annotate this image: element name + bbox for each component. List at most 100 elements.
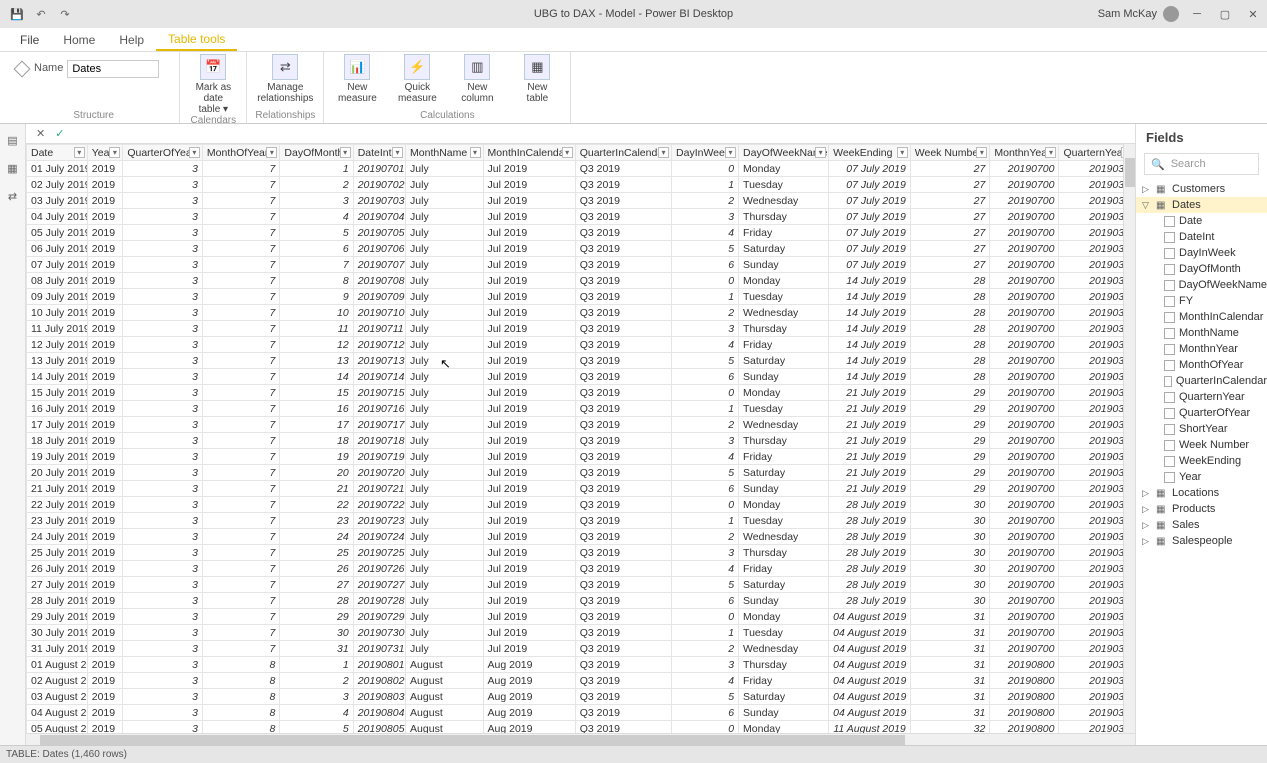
- cell[interactable]: 7: [202, 353, 279, 369]
- cell[interactable]: 28 July 2019: [829, 513, 911, 529]
- cell[interactable]: 16 July 2019: [27, 401, 88, 417]
- cell[interactable]: 2019: [87, 609, 123, 625]
- table-row[interactable]: 15 July 20192019371520190715JulyJul 2019…: [27, 385, 1135, 401]
- cell[interactable]: 17 July 2019: [27, 417, 88, 433]
- cell[interactable]: Wednesday: [739, 193, 829, 209]
- cell[interactable]: 20190804: [353, 705, 405, 721]
- cell[interactable]: August: [406, 689, 483, 705]
- filter-dropdown-icon[interactable]: ▾: [340, 147, 351, 158]
- manage-relationships-button[interactable]: ⇄ Manage relationships: [260, 54, 310, 104]
- cell[interactable]: 20190700: [990, 625, 1059, 641]
- cell[interactable]: 14 July 2019: [829, 369, 911, 385]
- field-fy[interactable]: FY: [1136, 293, 1267, 309]
- field-checkbox[interactable]: [1164, 408, 1175, 419]
- cell[interactable]: Jul 2019: [483, 465, 575, 481]
- cell[interactable]: 28: [280, 593, 353, 609]
- cell[interactable]: 3: [123, 673, 203, 689]
- cell[interactable]: July: [406, 257, 483, 273]
- cell[interactable]: 7: [202, 241, 279, 257]
- field-monthnyear[interactable]: MonthnYear: [1136, 341, 1267, 357]
- cell[interactable]: 2: [672, 641, 739, 657]
- cell[interactable]: 2: [672, 417, 739, 433]
- cell[interactable]: 21 July 2019: [829, 465, 911, 481]
- cell[interactable]: 3: [672, 433, 739, 449]
- field-dayofmonth[interactable]: DayOfMonth: [1136, 261, 1267, 277]
- cell[interactable]: 3: [123, 433, 203, 449]
- cell[interactable]: 31: [910, 705, 990, 721]
- horizontal-scrollbar[interactable]: [26, 733, 1135, 745]
- cell[interactable]: Saturday: [739, 465, 829, 481]
- table-row[interactable]: 02 August 2019201938220190802AugustAug 2…: [27, 673, 1135, 689]
- table-row[interactable]: 10 July 20192019371020190710JulyJul 2019…: [27, 305, 1135, 321]
- cell[interactable]: 7: [202, 577, 279, 593]
- cell[interactable]: 2: [672, 193, 739, 209]
- cell[interactable]: 26: [280, 561, 353, 577]
- cell[interactable]: 3: [123, 193, 203, 209]
- cell[interactable]: July: [406, 545, 483, 561]
- col-header[interactable]: QuarterOfYear▾: [123, 145, 203, 161]
- cell[interactable]: 22 July 2019: [27, 497, 88, 513]
- cell[interactable]: Tuesday: [739, 289, 829, 305]
- fields-table-sales[interactable]: ▷▦Sales: [1136, 517, 1267, 533]
- field-checkbox[interactable]: [1164, 392, 1175, 403]
- cell[interactable]: 3: [123, 177, 203, 193]
- cell[interactable]: 27: [280, 577, 353, 593]
- tab-home[interactable]: Home: [51, 28, 107, 51]
- cell[interactable]: 07 July 2019: [829, 193, 911, 209]
- cell[interactable]: 4: [280, 209, 353, 225]
- cell[interactable]: 3: [672, 321, 739, 337]
- cell[interactable]: 20190705: [353, 225, 405, 241]
- cell[interactable]: Thursday: [739, 321, 829, 337]
- cell[interactable]: 27: [910, 161, 990, 177]
- cell[interactable]: 20190700: [990, 481, 1059, 497]
- mark-as-date-table-button[interactable]: 📅 Mark as date table ▾: [188, 54, 238, 115]
- cell[interactable]: July: [406, 289, 483, 305]
- cell[interactable]: Q3 2019: [575, 449, 671, 465]
- cell[interactable]: 30: [910, 593, 990, 609]
- cell[interactable]: 7: [202, 561, 279, 577]
- fields-table-salespeople[interactable]: ▷▦Salespeople: [1136, 533, 1267, 549]
- cell[interactable]: 28: [910, 321, 990, 337]
- cell[interactable]: 7: [202, 481, 279, 497]
- cell[interactable]: 3: [123, 657, 203, 673]
- cell[interactable]: 03 August 2019: [27, 689, 88, 705]
- cell[interactable]: 04 August 2019: [829, 689, 911, 705]
- cell[interactable]: 3: [123, 481, 203, 497]
- cell[interactable]: 8: [202, 657, 279, 673]
- cell[interactable]: Q3 2019: [575, 385, 671, 401]
- cell[interactable]: 30: [280, 625, 353, 641]
- cell[interactable]: Q3 2019: [575, 641, 671, 657]
- cell[interactable]: 26 July 2019: [27, 561, 88, 577]
- table-row[interactable]: 21 July 20192019372120190721JulyJul 2019…: [27, 481, 1135, 497]
- cell[interactable]: Jul 2019: [483, 193, 575, 209]
- cell[interactable]: Aug 2019: [483, 689, 575, 705]
- filter-dropdown-icon[interactable]: ▾: [266, 147, 277, 158]
- cell[interactable]: Jul 2019: [483, 241, 575, 257]
- field-checkbox[interactable]: [1164, 344, 1175, 355]
- cell[interactable]: 6: [672, 481, 739, 497]
- cell[interactable]: 20190713: [353, 353, 405, 369]
- cell[interactable]: July: [406, 433, 483, 449]
- cell[interactable]: Tuesday: [739, 513, 829, 529]
- cell[interactable]: 23 July 2019: [27, 513, 88, 529]
- cell[interactable]: 24: [280, 529, 353, 545]
- cell[interactable]: July: [406, 497, 483, 513]
- cell[interactable]: 30: [910, 561, 990, 577]
- table-row[interactable]: 25 July 20192019372520190725JulyJul 2019…: [27, 545, 1135, 561]
- cell[interactable]: 07 July 2019: [829, 209, 911, 225]
- cell[interactable]: Q3 2019: [575, 609, 671, 625]
- cell[interactable]: 10 July 2019: [27, 305, 88, 321]
- cell[interactable]: 1: [280, 657, 353, 673]
- cell[interactable]: Thursday: [739, 545, 829, 561]
- filter-dropdown-icon[interactable]: ▾: [562, 147, 573, 158]
- cell[interactable]: Q3 2019: [575, 625, 671, 641]
- table-row[interactable]: 04 July 2019201937420190704JulyJul 2019Q…: [27, 209, 1135, 225]
- cell[interactable]: Sunday: [739, 705, 829, 721]
- cell[interactable]: Jul 2019: [483, 225, 575, 241]
- cell[interactable]: 6: [672, 705, 739, 721]
- cell[interactable]: 20190800: [990, 705, 1059, 721]
- vertical-scrollbar[interactable]: [1123, 144, 1135, 733]
- cell[interactable]: 31: [910, 609, 990, 625]
- cell[interactable]: 11 July 2019: [27, 321, 88, 337]
- table-row[interactable]: 06 July 2019201937620190706JulyJul 2019Q…: [27, 241, 1135, 257]
